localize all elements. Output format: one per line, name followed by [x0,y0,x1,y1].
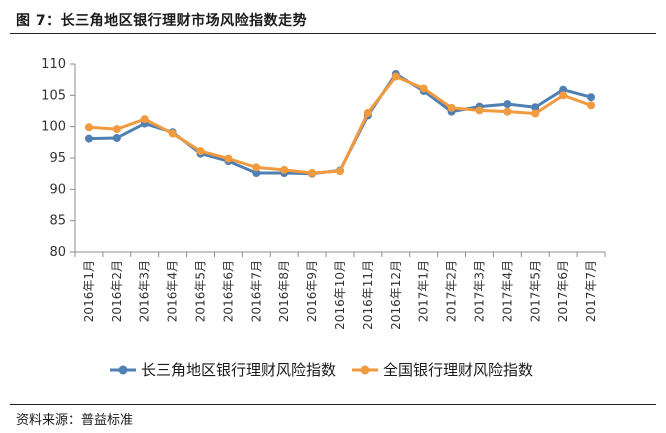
data-point [112,125,121,134]
data-point [308,169,317,178]
chart-legend: 长三角地区银行理财风险指数 全国银行理财风险指数 [110,361,533,379]
x-tick-label: 2016年10月 [333,260,347,330]
legend-label: 全国银行理财风险指数 [383,361,533,379]
data-point [587,101,596,110]
figure-title: 图 7：长三角地区银行理财市场风险指数走势 [16,13,308,29]
x-tick-label: 2016年2月 [110,260,124,322]
data-point [140,115,149,124]
data-point [196,147,205,156]
data-point [168,129,177,138]
data-point [84,134,93,143]
data-point [531,109,540,118]
legend-swatch-marker [360,365,370,375]
data-point [112,133,121,142]
data-point [587,93,596,102]
y-tick-label: 85 [49,214,66,229]
x-tick-label: 2016年7月 [249,260,263,322]
x-tick-label: 2017年5月 [528,260,542,322]
series-line [88,72,592,176]
series-line [88,75,592,175]
data-point [475,106,484,115]
data-point [280,165,289,174]
data-point [447,103,456,112]
x-tick-label: 2016年4月 [166,260,180,322]
data-point [559,85,568,94]
data-point [224,154,233,163]
y-tick-label: 90 [49,182,66,197]
x-tick-label: 2016年11月 [361,260,375,330]
x-axis-ticks: 2016年1月 2016年2月 2016年3月 2016年4月 2016年5月 2016年… [74,252,606,330]
x-tick-label: 2017年1月 [417,260,431,322]
data-point [391,72,400,81]
series-lines [84,70,596,178]
y-tick-label: 95 [49,151,66,166]
legend-label: 长三角地区银行理财风险指数 [141,361,336,379]
data-point [363,108,372,117]
x-tick-label: 2017年4月 [500,260,514,322]
y-axis-ticks: 80 85 90 95 100 105 110 [41,57,75,260]
top-rule [10,33,656,34]
legend-swatch-marker [118,365,128,375]
series-2 [84,72,596,178]
data-point [503,100,512,109]
legend-item-2: 全国银行理财风险指数 [352,361,533,379]
x-tick-label: 2016年5月 [194,260,208,322]
data-point [252,169,261,178]
x-tick-label: 2017年7月 [584,260,598,322]
data-point [419,84,428,93]
x-tick-label: 2016年12月 [389,260,403,330]
x-tick-label: 2016年3月 [138,260,152,322]
data-point [503,107,512,116]
bottom-rule [10,404,656,405]
x-tick-label: 2016年6月 [221,260,235,322]
series-1 [84,70,596,178]
chart-axes [74,64,605,253]
data-point [559,91,568,100]
y-tick-label: 105 [41,88,66,103]
data-point [252,163,261,172]
data-point [84,123,93,132]
source-note: 资料来源：普益标准 [16,413,134,428]
legend-item-1: 长三角地区银行理财风险指数 [110,361,336,379]
y-tick-label: 100 [41,120,66,135]
y-tick-label: 110 [41,57,66,72]
x-tick-label: 2017年6月 [556,260,570,322]
data-point [336,167,344,176]
data-point [531,103,540,112]
x-tick-label: 2017年2月 [445,260,459,322]
x-tick-label: 2016年8月 [277,260,291,322]
x-tick-label: 2016年9月 [305,260,319,322]
x-tick-label: 2016年1月 [82,260,96,322]
y-tick-label: 80 [49,245,66,260]
x-tick-label: 2017年3月 [472,260,486,322]
